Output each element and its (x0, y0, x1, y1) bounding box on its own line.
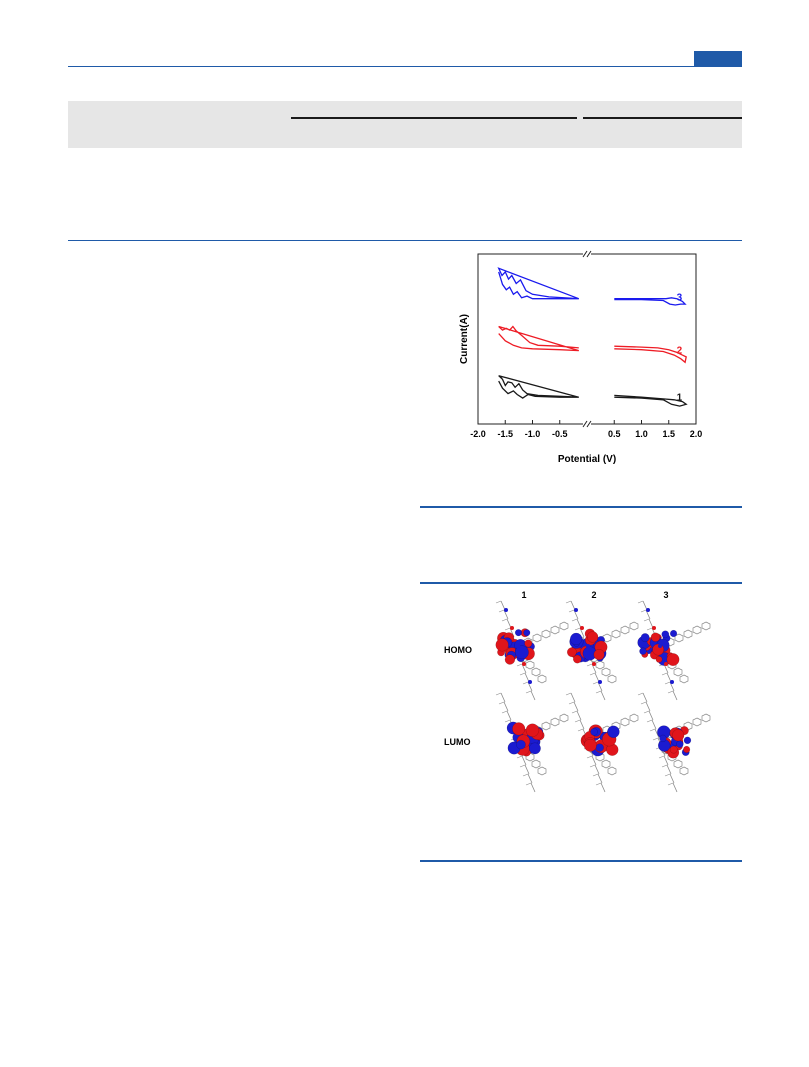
x-tick-label: 1.5 (662, 429, 675, 439)
axis-break-gap (583, 421, 591, 427)
orbital-panel-lumo-3 (637, 692, 711, 793)
axis-break-mark (586, 420, 592, 428)
x-tick-label: 1.0 (635, 429, 648, 439)
x-axis-label: Potential (V) (558, 454, 616, 465)
figure-caption-rule-top (420, 506, 742, 508)
table-column-rule (583, 117, 742, 119)
x-tick-label: -1.5 (497, 429, 513, 439)
header-rule (68, 66, 742, 67)
series-group (497, 267, 688, 407)
x-tick-label: -0.5 (552, 429, 568, 439)
orbital-column-label: 2 (591, 590, 596, 600)
figure-caption-rule-bottom (420, 582, 742, 584)
journal-header-tab (694, 51, 742, 67)
x-tick-label: -2.0 (470, 429, 486, 439)
series-1-positive-trace (614, 394, 688, 407)
axis-break-mark (586, 250, 592, 258)
orbital-column-label: 3 (663, 590, 668, 600)
axis-break-mark (582, 250, 588, 258)
orbital-row-label: LUMO (444, 737, 471, 747)
axis-break-gap (583, 251, 591, 257)
orbital-panel-homo-1 (495, 600, 569, 701)
orbital-panel-lumo-2 (565, 692, 639, 793)
x-tick-label: 2.0 (690, 429, 703, 439)
series-2-negative-trace (498, 325, 579, 352)
orbital-panel-lumo-1 (495, 692, 569, 793)
series-label-3: 3 (677, 293, 683, 304)
series-label-group: 1 2 3 (677, 293, 683, 404)
series-label-2: 2 (677, 345, 683, 356)
cyclic-voltammetry-chart: -2.0 -1.5 -1.0 -0.5 0.5 1.0 1.5 2.0 1 2 3 Potenti… (459, 250, 702, 465)
section-rule (68, 240, 742, 241)
table-column-rule (291, 117, 577, 119)
orbital-column-label: 1 (521, 590, 526, 600)
orbital-panel-homo-3 (637, 600, 711, 701)
series-label-1: 1 (677, 393, 683, 404)
orbital-panel-homo-2 (565, 600, 639, 701)
y-axis-label: Current(A) (459, 314, 470, 364)
orbital-figure: 1 2 3 HOMO LUMO (444, 590, 711, 793)
series-3-positive-trace (614, 297, 687, 306)
series-2-positive-trace (614, 345, 687, 364)
figure-bottom-rule (420, 860, 742, 862)
axis-break-mark (582, 420, 588, 428)
table-header-band (68, 101, 742, 148)
x-tick-group: -2.0 -1.5 -1.0 -0.5 0.5 1.0 1.5 2.0 (470, 420, 702, 439)
x-tick-label: 0.5 (608, 429, 621, 439)
series-1-negative-trace (498, 375, 579, 399)
series-3-negative-trace (497, 267, 580, 300)
orbital-row-label: HOMO (444, 645, 472, 655)
x-tick-label: -1.0 (525, 429, 541, 439)
axis-break-marks (582, 250, 592, 428)
